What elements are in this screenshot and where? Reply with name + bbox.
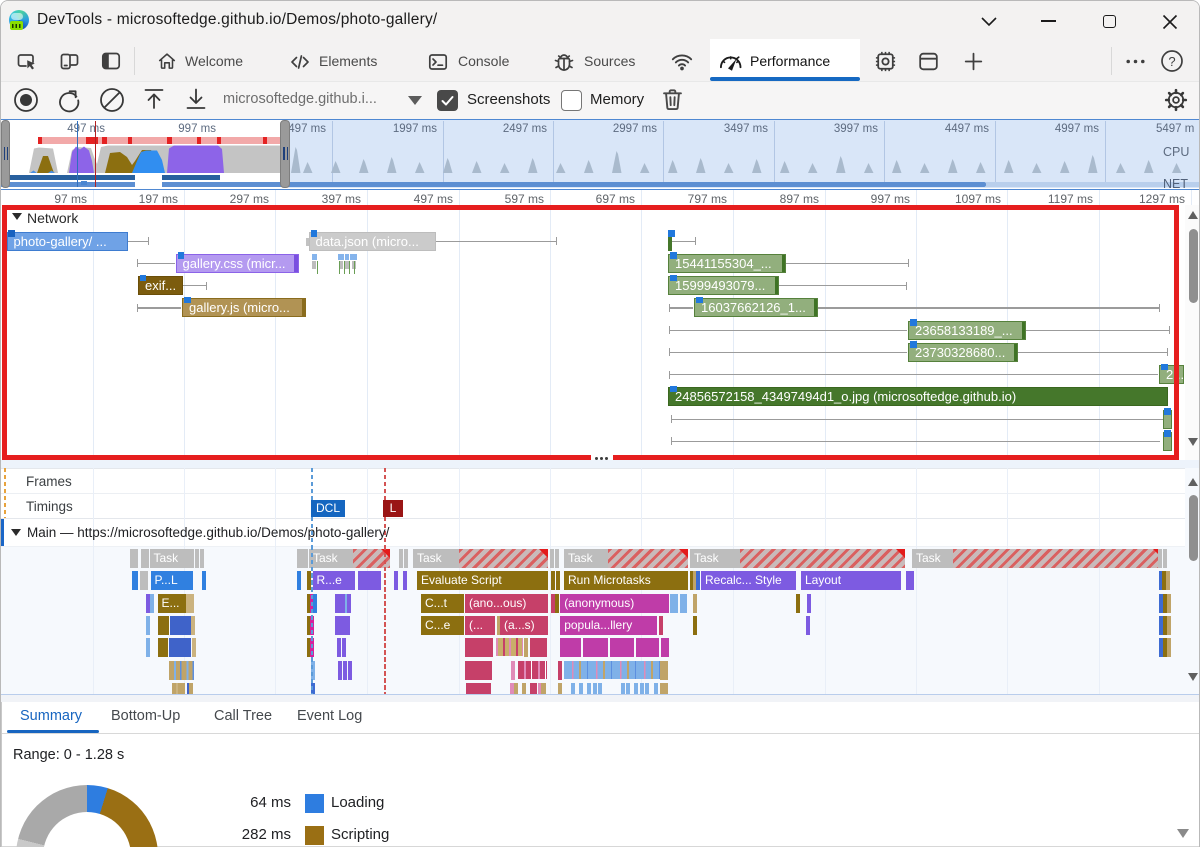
svg-text:?: ? [1168,54,1175,69]
